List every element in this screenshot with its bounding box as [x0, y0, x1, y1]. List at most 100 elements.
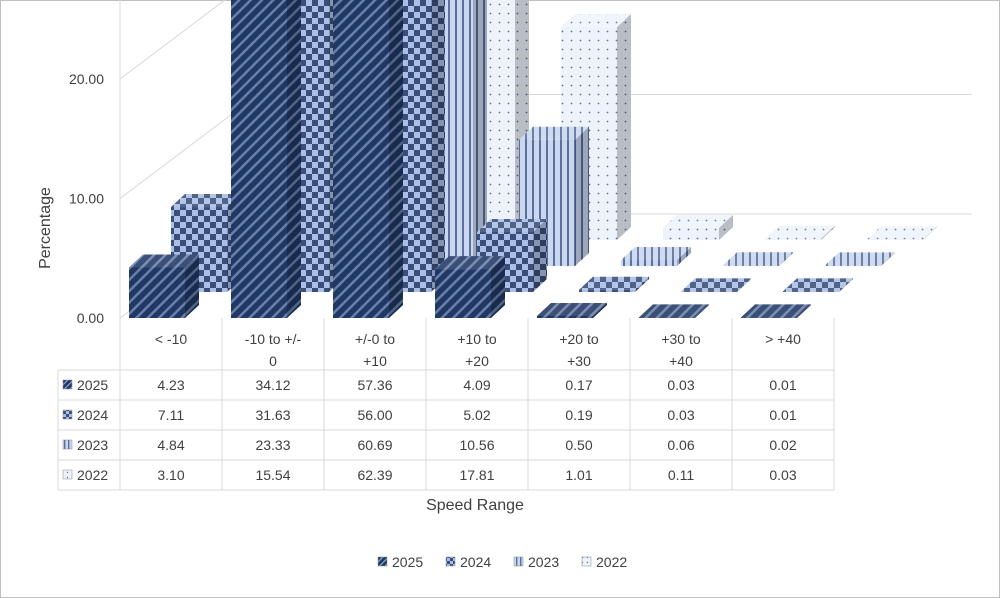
- table-cell: 3.10: [157, 467, 184, 483]
- bar-top: [783, 278, 853, 292]
- table-cell: 0.03: [667, 377, 694, 393]
- table-cell: 0.17: [565, 377, 592, 393]
- category-label: > +40: [765, 331, 801, 347]
- table-cell: 0.01: [769, 377, 796, 393]
- bar-front: [741, 317, 797, 318]
- table-cell: 0.50: [565, 437, 592, 453]
- bar-top-shade: [561, 14, 631, 28]
- bar-top: [639, 304, 709, 318]
- bar-top: [867, 226, 937, 240]
- bar-2025-3: [435, 256, 505, 318]
- bar-top-shade: [621, 247, 691, 261]
- table-cell: 0.02: [769, 437, 796, 453]
- bar-side-shade: [881, 252, 895, 266]
- bar-2024-4: [579, 276, 649, 292]
- bar-2022-6: [867, 226, 937, 240]
- category-label: +30 to: [661, 331, 701, 347]
- bar-front: [825, 265, 881, 266]
- bar-front: [129, 267, 185, 318]
- bar-top: [435, 256, 505, 270]
- bar-side: [575, 126, 589, 266]
- table-cell: 17.81: [459, 467, 494, 483]
- legend-marker-2023: [513, 556, 524, 567]
- bar-side-shade: [473, 0, 487, 266]
- bar-side: [287, 0, 301, 318]
- bar-2022-5: [765, 225, 835, 240]
- category-label: 0: [269, 353, 277, 369]
- bar-front: [639, 317, 695, 318]
- bar-top-shade: [435, 256, 505, 270]
- bar-2025-6: [741, 304, 811, 318]
- bar-top: [681, 278, 751, 292]
- bar-side: [473, 0, 487, 266]
- bar-side: [185, 254, 199, 318]
- table-cell: 1.01: [565, 467, 592, 483]
- row-header-2024: 2024: [77, 407, 108, 423]
- bar-front: [621, 260, 677, 266]
- table-cell: 0.01: [769, 407, 796, 423]
- bar-2025-4: [537, 302, 607, 318]
- bar-side-shade: [737, 278, 751, 292]
- series-marker-2024: [62, 409, 73, 420]
- bar-side: [881, 252, 895, 266]
- bar-front: [435, 269, 491, 318]
- table-cell: 0.11: [668, 467, 694, 483]
- bar-front: [723, 265, 779, 266]
- bar-side-shade: [677, 247, 691, 266]
- bar-top-shade: [579, 276, 649, 290]
- bar-2023-6: [825, 252, 895, 266]
- bar-side: [779, 252, 793, 266]
- bar-top-shade: [783, 278, 853, 292]
- table-cell: 15.54: [255, 467, 290, 483]
- bar-side-shade: [287, 0, 301, 318]
- bar-side-shade: [779, 252, 793, 266]
- table-cell: 7.11: [158, 407, 184, 423]
- bar-side: [695, 304, 709, 318]
- bar-side: [737, 278, 751, 292]
- bar-side: [821, 225, 835, 240]
- bar-2025-2: [333, 0, 403, 319]
- bar-top: [663, 214, 733, 228]
- bar-2023-4: [621, 247, 691, 266]
- category-label: +20 to: [559, 331, 599, 347]
- table-cell: 5.02: [463, 407, 490, 423]
- bar-2025-5: [639, 304, 709, 318]
- bar-side: [719, 214, 733, 240]
- category-label: +40: [669, 353, 693, 369]
- legend-marker-2022: [581, 556, 592, 567]
- bar-top-shade: [129, 254, 199, 268]
- category-label: +/-0 to: [355, 331, 395, 347]
- legend-label-2024: 2024: [460, 554, 491, 570]
- bar-side: [677, 247, 691, 266]
- x-axis-title: Speed Range: [426, 497, 524, 514]
- table-cell: 0.03: [667, 407, 694, 423]
- bar-front: [231, 0, 287, 319]
- bar-front: [663, 227, 719, 240]
- bar-2022-4: [663, 214, 733, 240]
- row-header-2022: 2022: [77, 467, 108, 483]
- bar-side: [617, 14, 631, 240]
- table-cell: 4.09: [463, 377, 490, 393]
- bar-side-shade: [635, 276, 649, 292]
- bar-side: [839, 278, 853, 292]
- bar-top: [741, 304, 811, 318]
- table-cell: 56.00: [357, 407, 392, 423]
- bar-top: [537, 302, 607, 316]
- bar-front: [537, 315, 593, 318]
- legend: 2025 2024 2023 2022: [377, 554, 627, 570]
- bar-top: [765, 225, 835, 239]
- bar-side: [923, 226, 937, 240]
- table-cell: 23.33: [255, 437, 290, 453]
- table-cell: 34.12: [255, 377, 290, 393]
- bar-top-shade: [867, 226, 937, 240]
- bar-2024-5: [681, 278, 751, 292]
- bar-side-shade: [491, 256, 505, 318]
- y-axis-title: Percentage: [37, 187, 54, 269]
- bar-side-shade: [695, 304, 709, 318]
- bar-front: [333, 0, 389, 319]
- bar-side-shade: [719, 214, 733, 240]
- legend-label-2025: 2025: [392, 554, 423, 570]
- bar-2023-5: [723, 252, 793, 266]
